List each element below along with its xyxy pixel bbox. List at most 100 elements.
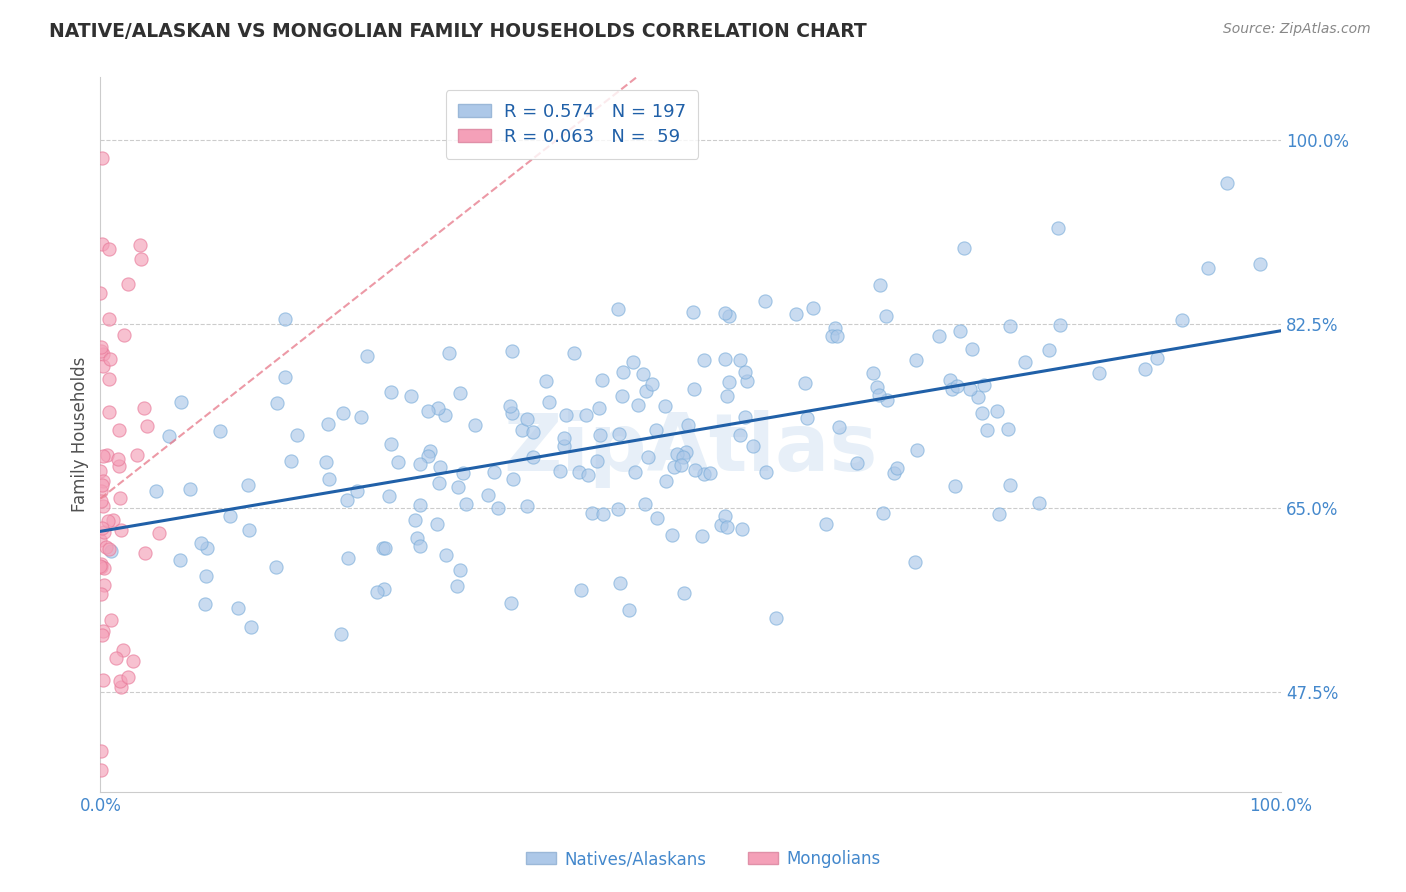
Point [108,491,131,505]
Point [502,472,524,486]
Point [1197,260,1219,275]
Point [93,561,115,575]
Point [553,439,575,453]
Point [637,450,659,464]
Point [287,428,309,442]
Point [98,352,121,367]
Point [1000,319,1022,334]
Point [132,401,155,415]
Point [845,456,868,470]
Point [91,673,114,688]
Point [734,365,756,379]
Point [89,285,111,300]
Point [110,680,132,694]
Point [562,346,585,360]
Point [98,541,121,556]
Y-axis label: Family Households: Family Households [72,357,89,512]
Point [101,513,124,527]
Point [387,455,409,469]
Point [555,408,578,422]
Point [98,242,121,256]
Point [318,473,340,487]
Point [662,460,685,475]
Point [91,478,114,492]
Point [97,371,120,385]
Point [117,670,139,684]
Point [904,554,927,568]
Point [91,151,114,165]
Point [107,423,129,437]
Point [645,424,668,438]
Point [699,466,721,480]
Legend: R = 0.574   N = 197, R = 0.063   N =  59: R = 0.574 N = 197, R = 0.063 N = 59 [446,90,699,159]
Point [610,389,633,403]
Point [127,448,149,462]
Point [1135,362,1157,376]
Point [416,449,439,463]
Point [371,541,394,555]
Point [685,463,707,477]
Point [862,366,884,380]
Point [875,309,897,323]
Point [110,523,132,537]
Point [218,508,240,523]
Point [498,400,520,414]
Point [716,519,738,533]
Point [970,406,993,420]
Point [274,369,297,384]
Point [157,429,180,443]
Point [794,376,817,391]
Point [380,437,402,451]
Point [973,378,995,392]
Point [1049,318,1071,332]
Point [828,419,851,434]
Point [90,763,112,777]
Point [96,541,118,555]
Point [90,558,112,572]
Point [97,515,120,529]
Point [336,492,359,507]
Point [447,480,470,494]
Point [661,528,683,542]
Point [90,494,112,508]
Point [374,541,396,556]
Point [654,399,676,413]
Point [346,483,368,498]
Point [454,498,477,512]
Point [553,431,575,445]
Point [380,385,402,400]
Point [91,359,114,374]
Point [569,583,592,598]
Point [426,517,449,532]
Point [693,352,716,367]
Point [332,406,354,420]
Point [801,301,824,316]
Point [675,445,697,459]
Point [274,311,297,326]
Point [134,546,156,560]
Point [683,382,706,396]
Point [429,460,451,475]
Point [409,539,432,553]
Point [315,455,337,469]
Point [905,442,928,457]
Point [409,498,432,512]
Point [592,507,614,521]
Point [1038,343,1060,357]
Point [825,329,848,343]
Point [404,513,426,527]
Point [1047,220,1070,235]
Point [1249,256,1271,270]
Point [111,643,134,657]
Point [716,389,738,403]
Point [93,578,115,592]
Point [501,596,523,610]
Point [104,651,127,665]
Point [869,277,891,292]
Point [169,553,191,567]
Point [501,343,523,358]
Point [976,423,998,437]
Point [655,475,678,489]
Point [449,386,471,401]
Point [607,302,630,317]
